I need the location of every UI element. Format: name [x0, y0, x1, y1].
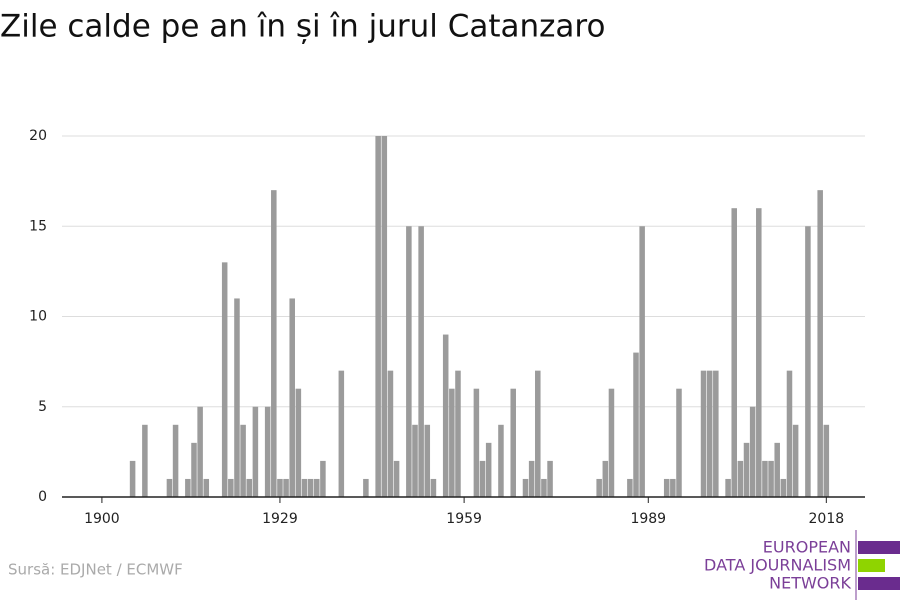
bar: [535, 370, 541, 497]
bar: [320, 460, 326, 497]
bar: [283, 478, 289, 497]
bar: [197, 406, 203, 497]
bar: [381, 136, 388, 497]
bar: [522, 478, 529, 497]
logo-bar: [858, 577, 900, 590]
bar: [203, 478, 210, 497]
bar: [510, 388, 516, 497]
x-tick-label: 1989: [630, 511, 666, 527]
bar: [743, 442, 750, 497]
source: Sursă: EDJNet / ECMWF: [8, 561, 183, 579]
bar: [670, 478, 676, 497]
bar: [602, 460, 609, 497]
bar: [338, 370, 345, 497]
bar: [418, 226, 424, 497]
bar: [663, 478, 670, 497]
bar: [725, 478, 731, 497]
bar: [676, 388, 682, 497]
bar: [823, 424, 830, 497]
logo-text: DATA JOURNALISM: [704, 556, 851, 575]
bar: [277, 478, 283, 497]
bar: [412, 424, 418, 497]
bar: [228, 478, 234, 497]
bar: [700, 370, 707, 497]
y-tick-label: 20: [29, 128, 47, 144]
bar: [449, 388, 455, 497]
bar: [406, 226, 412, 497]
bar: [547, 460, 553, 497]
bar: [424, 424, 431, 497]
bar: [246, 478, 253, 497]
bar: [731, 208, 737, 497]
bar: [706, 370, 713, 497]
chart-title: Zile calde pe an în și în jurul Catanzar…: [0, 9, 605, 45]
bar: [479, 460, 486, 497]
y-tick-label: 0: [38, 489, 47, 505]
bar: [528, 460, 535, 497]
bar: [142, 424, 148, 497]
bar: [289, 298, 295, 497]
y-tick-label: 15: [29, 218, 47, 234]
y-tick-label: 10: [29, 309, 47, 325]
bar: [166, 478, 173, 497]
bar: [172, 424, 179, 497]
bar: [737, 460, 744, 497]
bar: [792, 424, 799, 497]
bar: [780, 478, 787, 497]
bar: [301, 478, 308, 497]
bar: [430, 478, 437, 497]
logo-bar: [858, 541, 900, 554]
logo-text: NETWORK: [769, 574, 851, 593]
bar: [774, 442, 780, 497]
bar: [129, 460, 136, 497]
bar: [596, 478, 602, 497]
bar: [240, 424, 246, 497]
bar: [541, 478, 547, 497]
x-tick-label: 1929: [262, 511, 298, 527]
logo: EUROPEAN DATA JOURNALISM NETWORK: [704, 530, 900, 600]
bar: [639, 226, 645, 497]
bar: [756, 208, 762, 497]
bar: [805, 226, 811, 497]
bar: [252, 406, 259, 497]
bar: [473, 388, 480, 497]
bar: [817, 190, 823, 497]
bar: [455, 370, 461, 497]
bar: [307, 478, 314, 497]
bar: [442, 334, 449, 497]
bar: [295, 388, 302, 497]
bar: [393, 460, 400, 497]
bar: [221, 262, 228, 497]
bar: [786, 370, 793, 497]
bar: [314, 478, 320, 497]
bar: [608, 388, 615, 497]
bar: [185, 478, 191, 497]
y-tick-label: 5: [38, 399, 47, 415]
bar: [633, 352, 639, 497]
bar: [713, 370, 719, 497]
logo-bar: [858, 559, 885, 572]
bar: [387, 370, 394, 497]
bar: [191, 442, 197, 497]
x-tick-label: 1900: [84, 511, 120, 527]
bar: [627, 478, 633, 497]
x-tick-label: 1959: [446, 511, 482, 527]
bar: [271, 190, 277, 497]
bar: [762, 460, 768, 497]
bar: [375, 136, 381, 497]
bar: [485, 442, 492, 497]
bar: [363, 478, 369, 497]
bar: [498, 424, 504, 497]
bar: [264, 406, 271, 497]
logo-text: EUROPEAN: [763, 538, 851, 557]
bar: [749, 406, 756, 497]
bar: [768, 460, 774, 497]
bar: [234, 298, 240, 497]
x-tick-label: 2018: [809, 511, 845, 527]
